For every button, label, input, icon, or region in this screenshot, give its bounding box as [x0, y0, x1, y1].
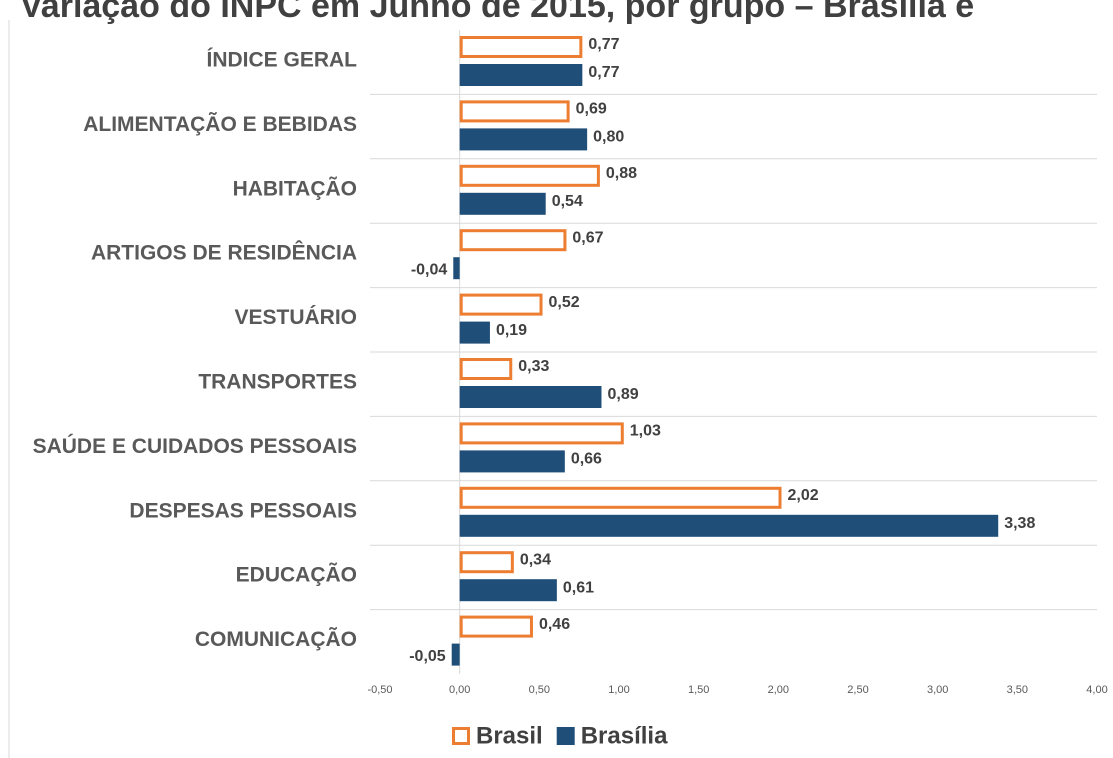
value-label: 0,69: [576, 101, 607, 118]
bar: [459, 64, 583, 86]
legend-swatch: [452, 727, 470, 745]
value-label: 0,89: [607, 386, 638, 403]
value-label: -0,05: [409, 648, 446, 665]
value-label: 0,46: [539, 616, 570, 633]
value-label: 0,19: [496, 322, 527, 339]
value-label: 0,80: [593, 129, 624, 146]
x-tick-label: 1,00: [608, 684, 629, 696]
y-tick-label: COMUNICAÇÃO: [195, 628, 357, 651]
bar: [459, 164, 600, 187]
legend-swatch: [556, 727, 575, 745]
bar: [459, 128, 588, 151]
y-tick-label: HABITAÇÃO: [233, 177, 357, 200]
bar: [459, 486, 782, 509]
x-tick-label: 0,50: [529, 684, 550, 696]
y-tick-label: TRANSPORTES: [198, 371, 357, 394]
bar: [459, 100, 570, 123]
y-tick-label: VESTUÁRIO: [234, 306, 357, 329]
chart-title: Variação do INPC em Junho de 2015, por g…: [20, 0, 974, 25]
value-label: -0,04: [411, 261, 448, 278]
x-tick-label: 3,00: [927, 684, 948, 696]
bar: [453, 257, 460, 280]
value-label: 1,03: [630, 423, 661, 440]
legend-label: Brasília: [581, 722, 668, 749]
bar: [459, 514, 999, 537]
bar: [459, 386, 602, 408]
bar: [459, 450, 565, 473]
bar: [459, 422, 624, 445]
value-label: 0,54: [552, 193, 583, 210]
y-tick-label: ALIMENTAÇÃO E BEBIDAS: [83, 113, 357, 136]
bar: [459, 192, 546, 215]
bar: [459, 615, 533, 638]
value-label: 0,33: [518, 358, 549, 375]
bar: [459, 321, 490, 344]
bar: [459, 551, 514, 574]
value-label: 0,77: [588, 64, 619, 81]
x-tick-label: 3,50: [1007, 684, 1028, 696]
y-tick-label: EDUCAÇÃO: [236, 564, 357, 587]
bar: [459, 229, 567, 252]
legend-label: Brasil: [476, 722, 543, 749]
value-label: 0,88: [606, 165, 637, 182]
value-label: 0,67: [572, 229, 603, 246]
value-label: 2,02: [788, 487, 819, 504]
value-label: 0,52: [549, 294, 580, 311]
value-label: 0,34: [520, 551, 551, 568]
value-label: 3,38: [1004, 515, 1035, 532]
bar: [451, 643, 460, 666]
x-tick-label: 2,50: [847, 684, 868, 696]
bar: [459, 36, 583, 58]
y-tick-label: SAÚDE E CUIDADOS PESSOAIS: [33, 434, 357, 458]
y-tick-label: ARTIGOS DE RESIDÊNCIA: [91, 241, 357, 265]
bar: [459, 358, 513, 380]
bar: [459, 579, 557, 602]
x-tick-label: -0,50: [367, 684, 392, 696]
x-tick-label: 0,00: [449, 684, 470, 696]
value-label: 0,77: [588, 36, 619, 53]
x-tick-label: 4,00: [1086, 684, 1107, 696]
y-tick-label: ÍNDICE GERAL: [206, 49, 357, 72]
y-tick-label: DESPESAS PESSOAIS: [129, 499, 357, 522]
bar: [459, 293, 543, 316]
x-tick-label: 1,50: [688, 684, 709, 696]
x-tick-label: 2,00: [768, 684, 789, 696]
value-label: 0,61: [563, 579, 594, 596]
value-label: 0,66: [571, 451, 602, 468]
